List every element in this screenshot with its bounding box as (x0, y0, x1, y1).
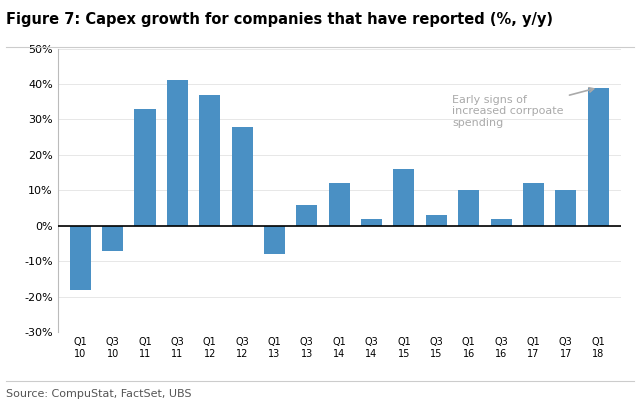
Bar (588, 87, 609, 226)
Bar (296, 205, 317, 226)
Bar (458, 190, 479, 226)
Bar (134, 109, 156, 226)
Bar (361, 219, 382, 226)
Bar (523, 183, 544, 226)
Bar (490, 219, 511, 226)
Bar (70, 226, 91, 290)
Text: Figure 7: Capex growth for companies that have reported (%, y/y): Figure 7: Capex growth for companies tha… (6, 12, 554, 27)
Text: Early signs of
increased corrpoate
spending: Early signs of increased corrpoate spend… (452, 88, 594, 128)
Bar (102, 226, 123, 251)
Bar (556, 190, 576, 226)
Bar (232, 127, 253, 226)
Bar (199, 95, 220, 226)
Bar (264, 226, 285, 254)
Text: Source: CompuStat, FactSet, UBS: Source: CompuStat, FactSet, UBS (6, 389, 192, 399)
Bar (426, 215, 447, 226)
Bar (394, 169, 415, 226)
Bar (329, 183, 349, 226)
Bar (167, 81, 188, 226)
